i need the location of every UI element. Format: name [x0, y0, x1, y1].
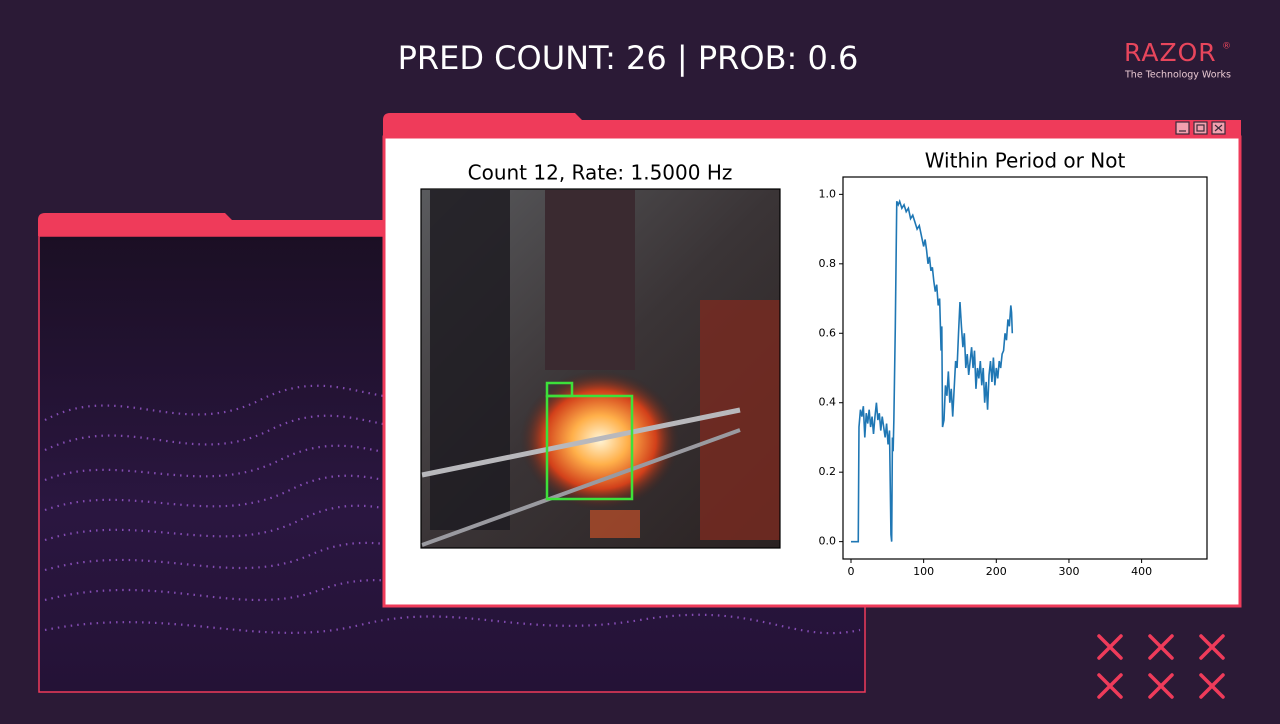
y-tick-label: 0.8 — [819, 257, 837, 270]
y-tick-label: 1.0 — [819, 187, 837, 200]
video-frame — [420, 188, 781, 549]
x-tick-label: 200 — [986, 565, 1007, 578]
plot-frame — [842, 176, 1208, 560]
logo-mark: ® — [1222, 42, 1231, 52]
x-tick-label: 100 — [913, 565, 934, 578]
data-line — [850, 198, 1014, 543]
video-title: Count 12, Rate: 1.5000 Hz — [468, 161, 733, 185]
y-tick-label: 0.0 — [819, 535, 837, 548]
chart: Within Period or Not 0 100 200 300 400 0.0 0.2 0… — [819, 149, 1208, 578]
y-tick-label: 0.4 — [819, 396, 837, 409]
x-tick-label: 0 — [847, 565, 854, 578]
decor-crosses — [1097, 634, 1225, 699]
x-tick-label: 300 — [1058, 565, 1079, 578]
x-tick-label: 400 — [1131, 565, 1152, 578]
logo-tagline: The Technology Works — [1124, 70, 1231, 81]
y-tick-label: 0.2 — [819, 465, 837, 478]
chart-title: Within Period or Not — [925, 149, 1126, 173]
header-title: PRED COUNT: 26 | PROB: 0.6 — [398, 39, 859, 77]
logo-brand: RAZOR — [1124, 38, 1217, 67]
y-tick-label: 0.6 — [819, 326, 837, 339]
